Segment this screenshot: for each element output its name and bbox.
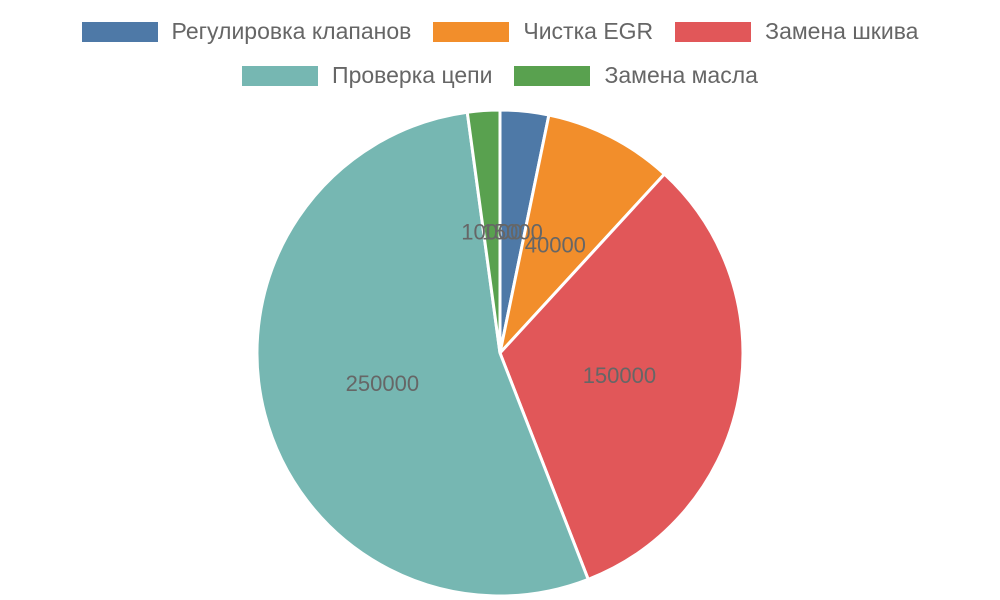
pie-slice-2[interactable] [498, 171, 745, 582]
slice-label-0: 15000 [482, 220, 543, 245]
legend-item-3[interactable]: Проверка цепи [242, 62, 492, 89]
legend-label-3: Проверка цепи [332, 62, 493, 88]
legend-label-1: Чистка EGR [523, 18, 654, 44]
legend-item-0[interactable]: Регулировка клапанов [81, 18, 412, 45]
slice-label-1: 40000 [525, 232, 586, 257]
legend-label-2: Замена шкива [765, 18, 919, 44]
legend-row-2: Проверка цепи Замена масла [0, 62, 1000, 89]
legend-item-2[interactable]: Замена шкива [675, 18, 918, 45]
slice-label-2: 150000 [583, 363, 656, 388]
legend-swatch-3 [242, 65, 319, 86]
legend-item-1[interactable]: Чистка EGR [433, 18, 653, 45]
legend-item-4[interactable]: Замена масла [514, 62, 758, 89]
legend-swatch-0 [81, 21, 158, 42]
slice-label-4: 10000 [461, 219, 522, 244]
legend-swatch-4 [514, 65, 591, 86]
pie-slices [255, 108, 745, 598]
legend-swatch-1 [433, 21, 510, 42]
legend-swatch-2 [675, 21, 752, 42]
pie-slice-3[interactable] [255, 110, 591, 598]
slice-label-3: 250000 [346, 371, 419, 396]
legend-label-4: Замена масла [604, 62, 758, 88]
pie-slice-4[interactable] [465, 108, 502, 354]
legend-label-0: Регулировка клапанов [171, 18, 412, 44]
legend-row-1: Регулировка клапанов Чистка EGR Замена ш… [0, 18, 1000, 45]
pie-slice-1[interactable] [497, 113, 667, 359]
